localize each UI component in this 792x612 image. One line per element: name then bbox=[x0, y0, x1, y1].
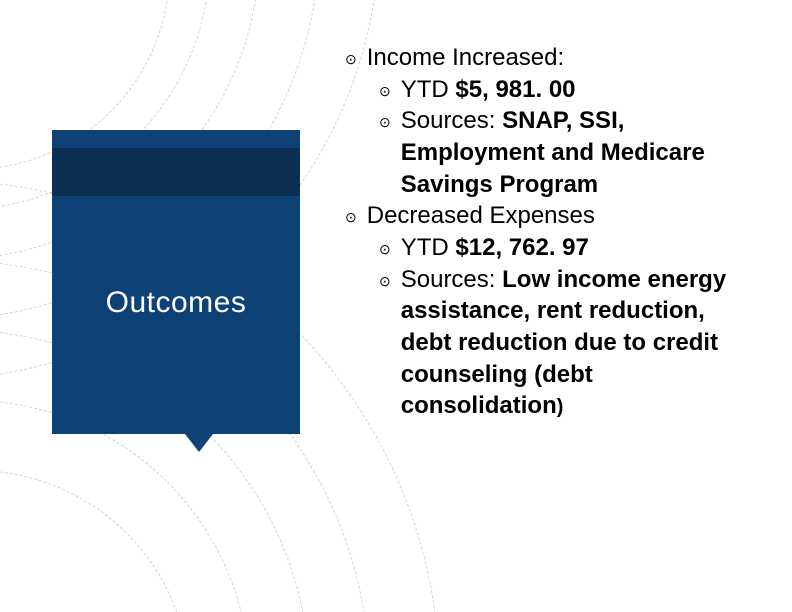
title-card-text: Outcomes bbox=[52, 286, 300, 320]
sub-label: YTD bbox=[401, 76, 456, 103]
bullet-icon: ⊙ bbox=[379, 74, 391, 98]
title-card-bar bbox=[52, 148, 300, 196]
list-item: ⊙ Sources: Low income energy assistance,… bbox=[379, 264, 760, 422]
bullet-icon: ⊙ bbox=[379, 264, 391, 288]
item-text: Sources: SNAP, SSI, Employment and Medic… bbox=[401, 105, 760, 200]
list-item: ⊙ Decreased Expenses bbox=[345, 200, 760, 232]
title-card-pointer bbox=[185, 434, 213, 452]
sub-value: $5, 981. 00 bbox=[455, 76, 575, 103]
list-item: ⊙ YTD $12, 762. 97 bbox=[379, 232, 760, 264]
sub-label: Sources: bbox=[401, 107, 502, 134]
content-block: ⊙ Income Increased: ⊙ YTD $5, 981. 00 ⊙ … bbox=[345, 42, 760, 422]
title-card: Outcomes bbox=[52, 130, 300, 434]
bullet-icon: ⊙ bbox=[379, 232, 391, 256]
list-item: ⊙ YTD $5, 981. 00 bbox=[379, 74, 760, 106]
sub-value: $12, 762. 97 bbox=[455, 234, 588, 261]
item-heading: Decreased Expenses bbox=[367, 200, 760, 232]
bullet-icon: ⊙ bbox=[379, 105, 391, 129]
list-item: ⊙ Sources: SNAP, SSI, Employment and Med… bbox=[379, 105, 760, 200]
sub-label: Sources: bbox=[401, 266, 502, 293]
item-text: YTD $12, 762. 97 bbox=[401, 232, 760, 264]
bullet-icon: ⊙ bbox=[345, 200, 357, 224]
item-text: YTD $5, 981. 00 bbox=[401, 74, 760, 106]
bullet-icon: ⊙ bbox=[345, 42, 357, 66]
item-text: Sources: Low income energy assistance, r… bbox=[401, 264, 760, 422]
slide: Outcomes ⊙ Income Increased: ⊙ YTD $5, 9… bbox=[0, 0, 792, 612]
sub-label: YTD bbox=[401, 234, 456, 261]
item-heading: Income Increased: bbox=[367, 42, 760, 74]
closing-paren: ) bbox=[557, 396, 564, 418]
list-item: ⊙ Income Increased: bbox=[345, 42, 760, 74]
